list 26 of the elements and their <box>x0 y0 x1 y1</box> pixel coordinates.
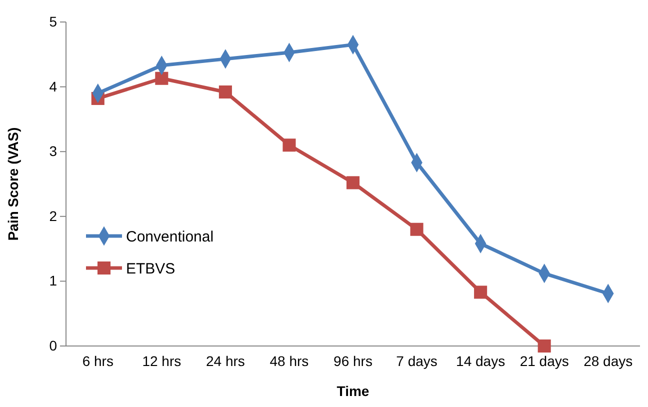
y-axis-title: Pain Score (VAS) <box>5 127 21 241</box>
x-tick-label: 7 days <box>396 352 438 369</box>
x-tick-label: 6 hrs <box>82 352 114 369</box>
y-tick-label: 1 <box>49 272 58 289</box>
point <box>218 85 232 99</box>
point <box>410 222 424 236</box>
x-tick-label: 28 days <box>584 352 633 369</box>
x-axis-title: Time <box>336 383 370 399</box>
y-tick-label: 4 <box>49 78 58 94</box>
x-tick-label: 96 hrs <box>334 352 372 369</box>
x-tick-label: 21 days <box>520 352 569 369</box>
point <box>155 72 168 85</box>
y-tick-label: 2 <box>49 208 58 224</box>
y-tick-label: 5 <box>49 13 58 30</box>
point <box>346 176 360 190</box>
y-tick-label: 3 <box>49 143 58 160</box>
point <box>474 286 488 299</box>
point <box>282 138 296 152</box>
x-tick-label: 24 hrs <box>206 352 245 369</box>
legend-label: Conventional <box>126 228 214 246</box>
x-tick-label: 12 hrs <box>142 352 182 369</box>
y-tick-label: 0 <box>49 337 58 354</box>
point <box>538 339 551 353</box>
x-tick-label: 48 hrs <box>270 352 309 369</box>
x-tick-label: 14 days <box>456 352 506 369</box>
legend-label: ETBVS <box>126 260 176 278</box>
